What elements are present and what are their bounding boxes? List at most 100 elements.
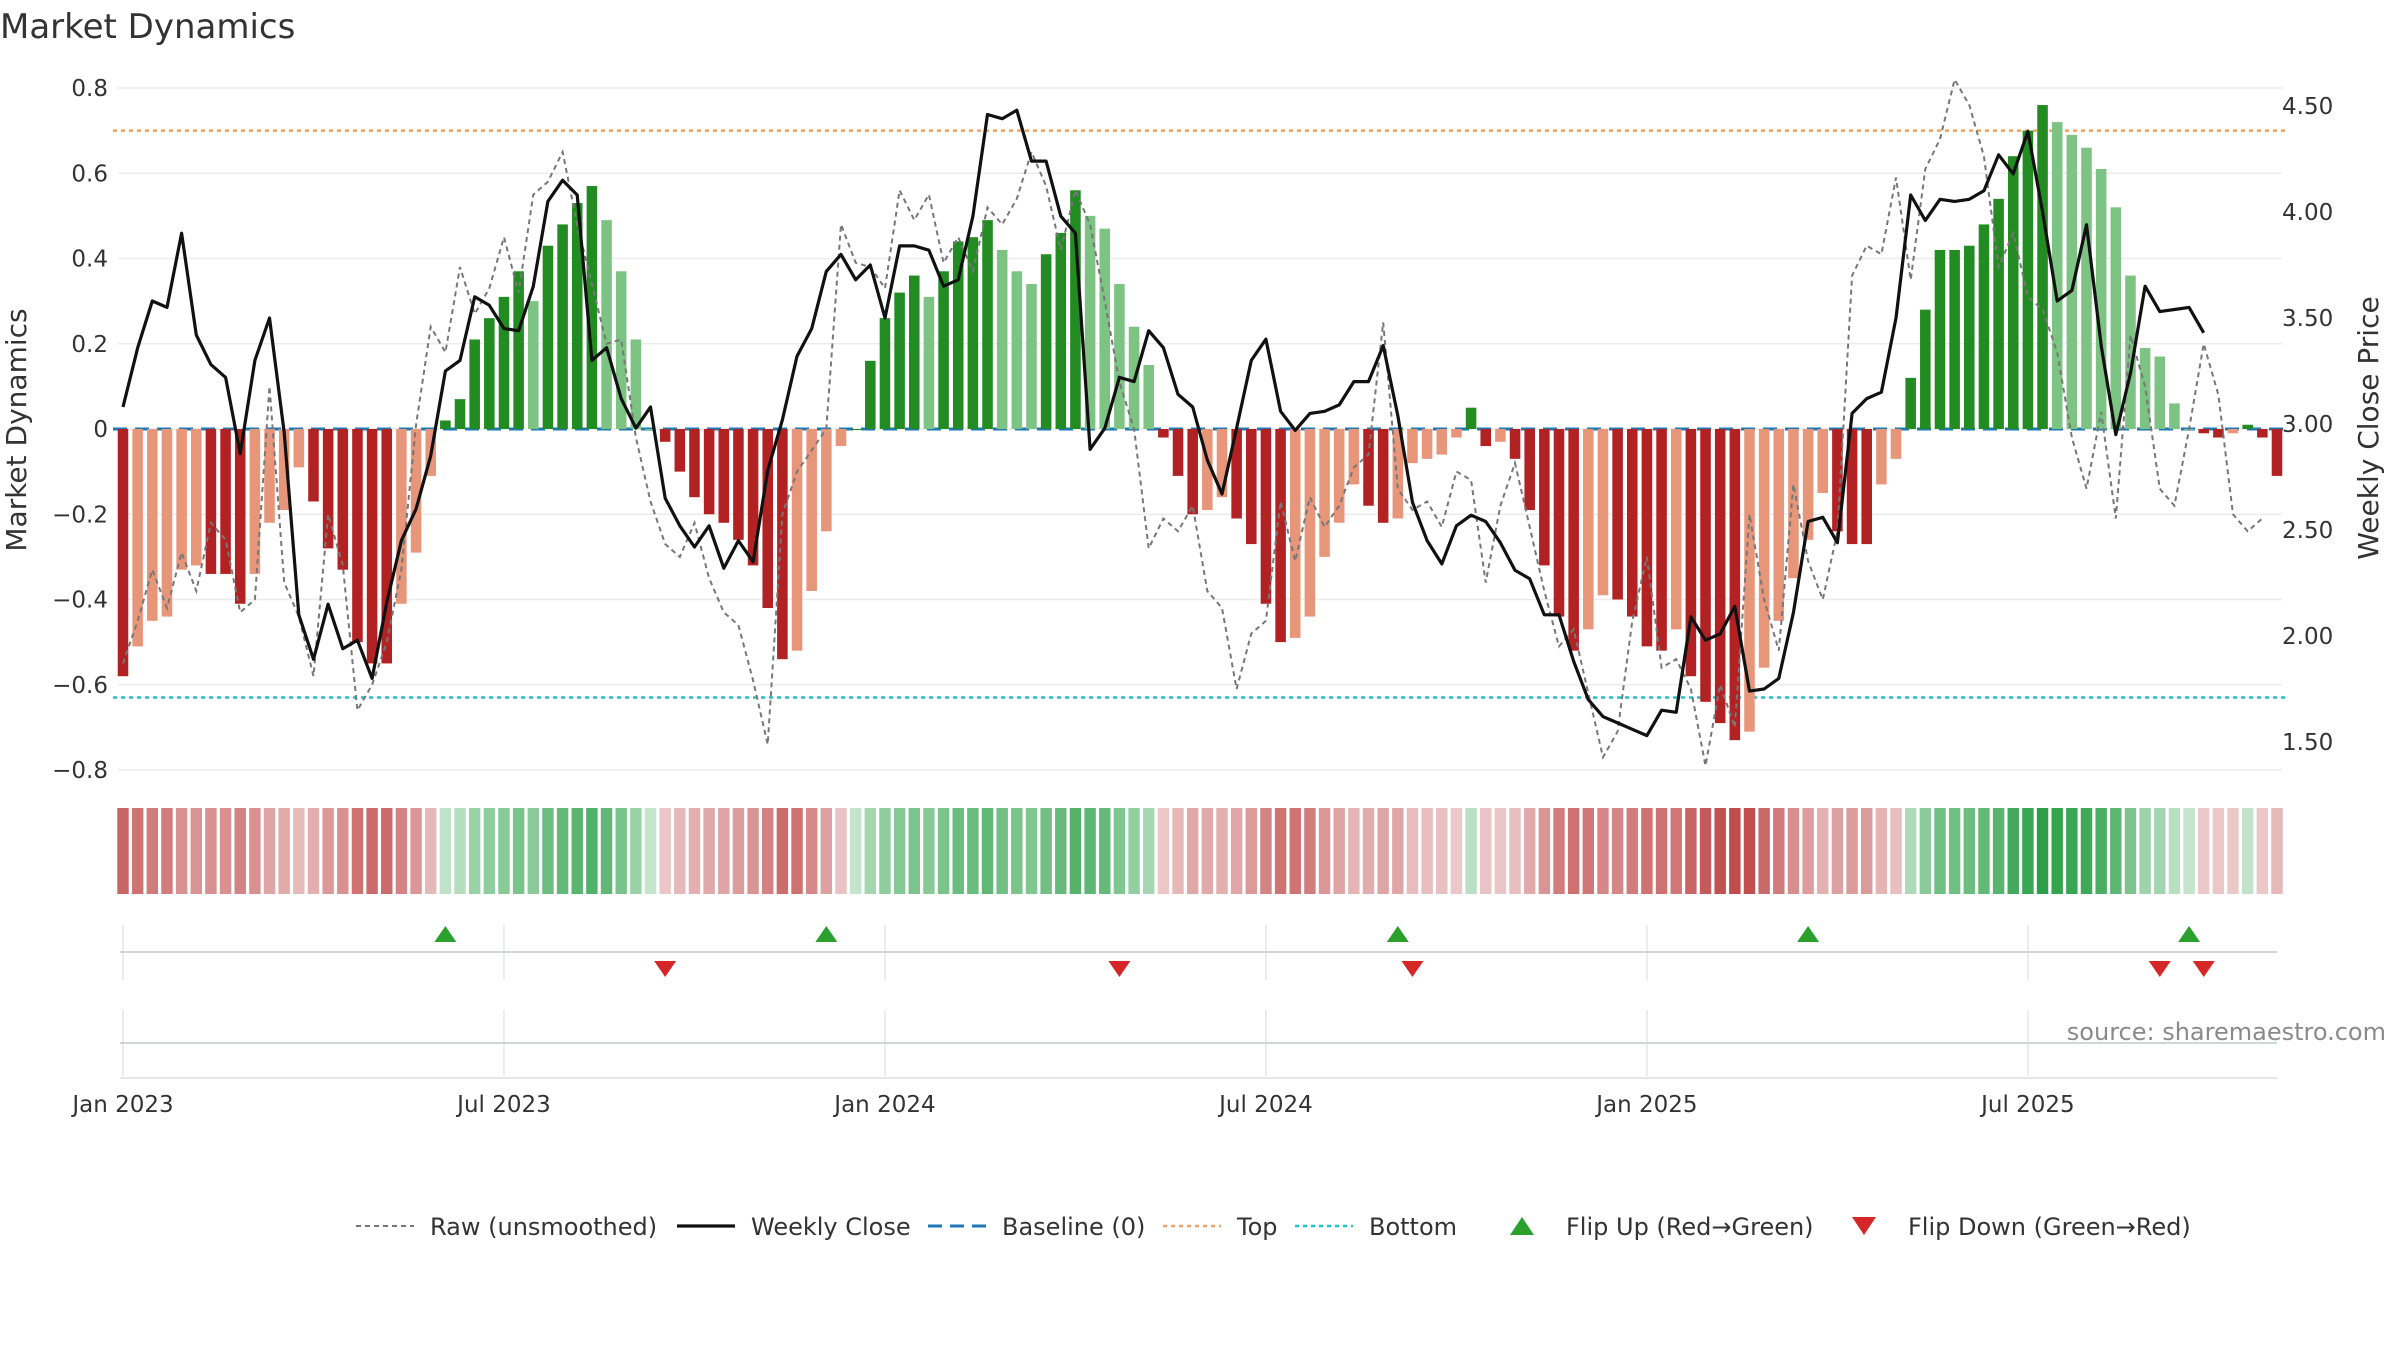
dynamics-bar	[190, 429, 202, 566]
dynamics-bar	[440, 420, 451, 429]
dynamics-bar	[2227, 429, 2239, 434]
heat-cell	[556, 808, 569, 894]
dynamics-bar	[1465, 407, 1477, 429]
heat-cell	[1230, 808, 1243, 894]
dynamics-bar	[1626, 429, 1638, 617]
dynamics-bar	[1260, 429, 1272, 604]
dynamics-bar	[484, 318, 495, 429]
heat-cell	[1582, 808, 1595, 894]
dynamics-bar	[1583, 429, 1594, 630]
market-dynamics-bars	[117, 105, 2283, 741]
dynamics-bar	[1246, 429, 1257, 545]
dynamics-bar	[1509, 429, 1521, 459]
heat-cell	[864, 808, 877, 894]
dynamics-bar	[498, 296, 510, 429]
heat-cell	[2110, 808, 2122, 894]
dynamics-bar	[337, 429, 349, 570]
heat-cell	[630, 808, 642, 894]
dynamics-bar	[528, 301, 539, 429]
heat-cell	[1289, 808, 1301, 894]
right-tick-label: 2.00	[2282, 624, 2333, 650]
dynamics-bar	[1392, 429, 1404, 519]
heat-cell	[849, 808, 862, 894]
dynamics-bar	[220, 429, 231, 574]
dynamics-bar	[1143, 365, 1154, 429]
heat-cell	[1597, 808, 1609, 894]
dynamics-bar	[601, 220, 612, 429]
heat-cell	[2095, 808, 2107, 894]
heat-cell	[1318, 808, 1331, 894]
heat-cell	[1992, 808, 2005, 894]
source-note: source: sharemaestro.com	[2067, 1018, 2386, 1046]
flip-up-marker	[434, 926, 457, 942]
heat-cell	[908, 808, 920, 894]
dynamics-bar	[1363, 429, 1374, 506]
dynamics-bar	[1670, 429, 1682, 630]
heat-cell	[688, 808, 701, 894]
dynamics-bar	[381, 429, 393, 664]
dynamics-bar	[147, 429, 158, 621]
dynamics-bar	[117, 429, 129, 677]
dynamics-bar	[923, 296, 935, 429]
dynamics-bar	[1231, 429, 1242, 519]
heat-cell	[1509, 808, 1521, 894]
heat-cell	[2022, 808, 2034, 894]
heat-cell	[131, 808, 144, 894]
dynamics-bar	[718, 429, 730, 523]
dynamics-bar	[571, 203, 583, 429]
heat-cell	[996, 808, 1008, 894]
heat-cell	[1421, 808, 1433, 894]
dynamics-bar	[835, 429, 847, 447]
dynamics-bar	[659, 429, 671, 442]
heat-cell	[1904, 808, 1917, 894]
heat-cell	[1802, 808, 1814, 894]
dynamics-bar	[1993, 198, 2004, 429]
dynamics-bar	[1275, 429, 1286, 643]
heat-cell	[454, 808, 466, 894]
left-tick-label: 0	[93, 417, 108, 443]
dynamics-bar	[396, 429, 407, 604]
dynamics-bar	[1055, 232, 1067, 429]
heat-cell	[1758, 808, 1770, 894]
heat-cell	[278, 808, 290, 894]
heat-cell	[542, 808, 554, 894]
heat-cell	[2241, 808, 2254, 894]
dynamics-bar	[205, 429, 217, 574]
legend-item: Baseline (0)	[928, 1213, 1145, 1241]
x-tick-label: Jan 2025	[1594, 1092, 1697, 1118]
heat-cell	[600, 808, 613, 894]
heat-cell	[366, 808, 378, 894]
heat-cell	[967, 808, 979, 894]
dynamics-bar	[806, 429, 817, 591]
dynamics-bar	[322, 429, 334, 549]
flip-up-marker	[815, 926, 838, 942]
right-tick-label: 2.50	[2282, 518, 2333, 544]
dynamics-bar	[1040, 254, 1052, 429]
heat-cell	[644, 808, 657, 894]
heat-cell	[1963, 808, 1976, 894]
heat-cell	[161, 808, 173, 894]
dynamics-bar	[1304, 429, 1316, 617]
heat-cell	[2183, 808, 2195, 894]
heat-cell	[1113, 808, 1126, 894]
heat-cell	[1069, 808, 1082, 894]
legend-label: Flip Up (Red→Green)	[1566, 1213, 1814, 1241]
heat-cell	[381, 808, 393, 894]
heat-cell	[805, 808, 818, 894]
dynamics-bar	[1773, 429, 1785, 621]
dynamics-bar	[1333, 429, 1345, 523]
dynamics-bar	[1788, 429, 1799, 579]
dynamics-bar	[161, 429, 173, 617]
left-axis-label: Market Dynamics	[0, 308, 33, 551]
dynamics-bar	[791, 429, 803, 651]
dynamics-bar	[2154, 356, 2166, 429]
heat-cell	[1934, 808, 1946, 894]
x-tick-label: Jul 2025	[1979, 1092, 2075, 1118]
dynamics-bar	[1861, 429, 1872, 545]
heat-cell	[395, 808, 408, 894]
dynamics-bar	[308, 429, 319, 502]
dynamics-bar	[1700, 429, 1711, 702]
flip-up-marker	[1797, 926, 1820, 942]
flip-down-marker	[2148, 961, 2171, 977]
